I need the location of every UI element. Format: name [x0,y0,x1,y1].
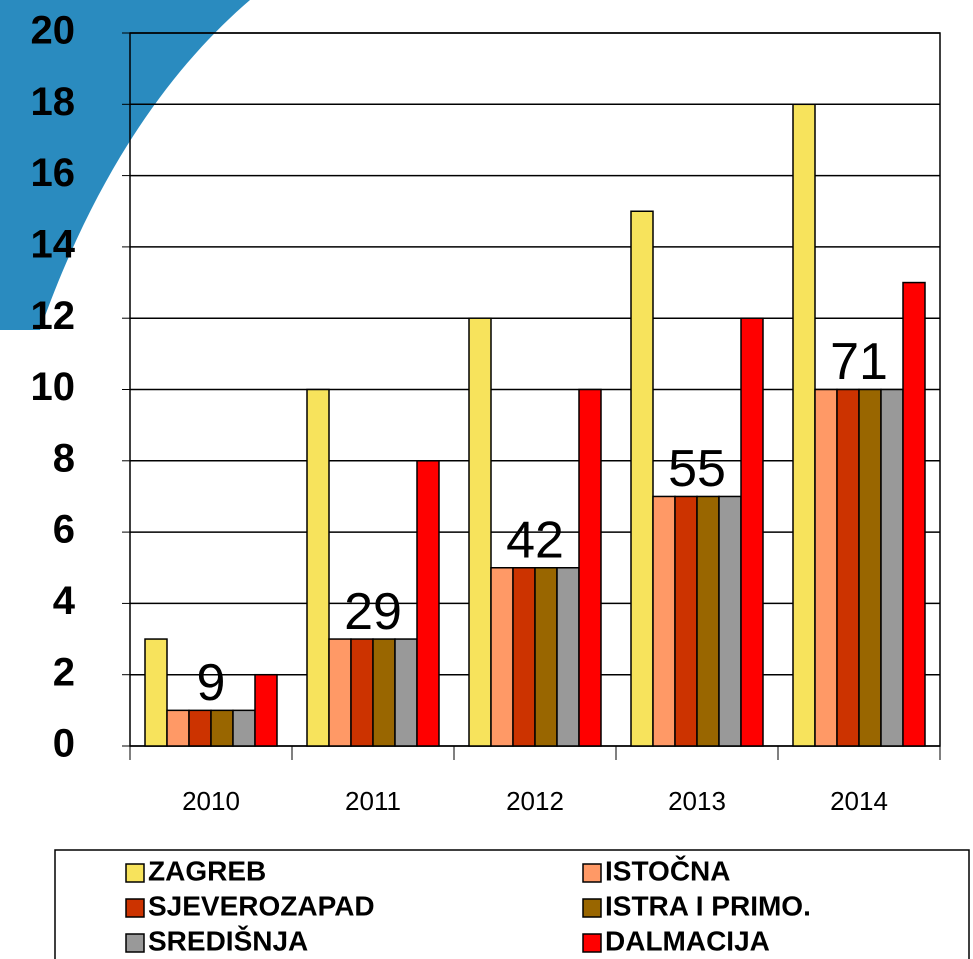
bar [792,103,816,747]
legend-swatch [582,863,602,883]
bar [490,567,514,747]
bar [836,388,860,747]
bar [578,388,602,747]
annotation: 71 [830,333,888,391]
legend-label: ISTOČNA [605,854,731,886]
annotation: 29 [344,583,402,641]
bar [254,673,278,747]
x-tick-label: 2011 [345,786,401,816]
bar [718,495,742,747]
bar [232,709,256,747]
x-tick-label: 2014 [830,786,888,816]
bar [144,638,168,747]
legend-box [54,849,970,959]
legend-label: SREDIŠNJA [148,924,308,956]
bar [306,388,330,747]
bar [166,709,190,747]
bar [394,638,418,747]
y-tick-label: 2 [53,650,75,694]
legend-swatch [582,898,602,918]
bar [740,317,764,747]
bar [210,709,234,747]
bar [534,567,558,747]
legend-swatch [125,898,145,918]
annotation: 9 [197,654,226,712]
bar [372,638,396,747]
legend-label: ISTRA I PRIMO. [605,890,811,921]
y-tick-label: 18 [31,80,76,124]
legend-label: SJEVEROZAPAD [148,890,375,921]
bar [328,638,352,747]
y-tick-label: 10 [31,365,76,409]
legend-label: ZAGREB [148,855,266,886]
annotation: 42 [506,511,564,569]
legend-swatch [125,863,145,883]
bar [556,567,580,747]
bar [858,388,882,747]
y-tick-label: 20 [31,9,76,53]
bar [468,317,492,747]
y-tick-label: 0 [53,722,75,766]
y-tick-label: 12 [31,294,76,338]
bar [902,281,926,747]
bar [512,567,536,747]
bar [350,638,374,747]
background-swoosh [0,0,250,330]
x-tick-label: 2010 [182,786,240,816]
y-tick-label: 6 [53,508,75,552]
x-tick-label: 2013 [668,786,726,816]
legend-label: DALMACIJA [605,925,770,956]
annotation: 55 [668,440,726,498]
bar [188,709,212,747]
bar [630,210,654,747]
y-tick-label: 16 [31,151,76,195]
x-tick-label: 2012 [506,786,564,816]
y-tick-label: 8 [53,436,75,480]
bar [416,460,440,747]
bar [880,388,904,747]
y-tick-label: 4 [53,579,76,623]
legend-swatch [125,933,145,953]
bar [652,495,676,747]
bar [696,495,720,747]
legend-swatch [582,933,602,953]
bar [814,388,838,747]
bar [674,495,698,747]
y-tick-label: 14 [31,222,76,266]
